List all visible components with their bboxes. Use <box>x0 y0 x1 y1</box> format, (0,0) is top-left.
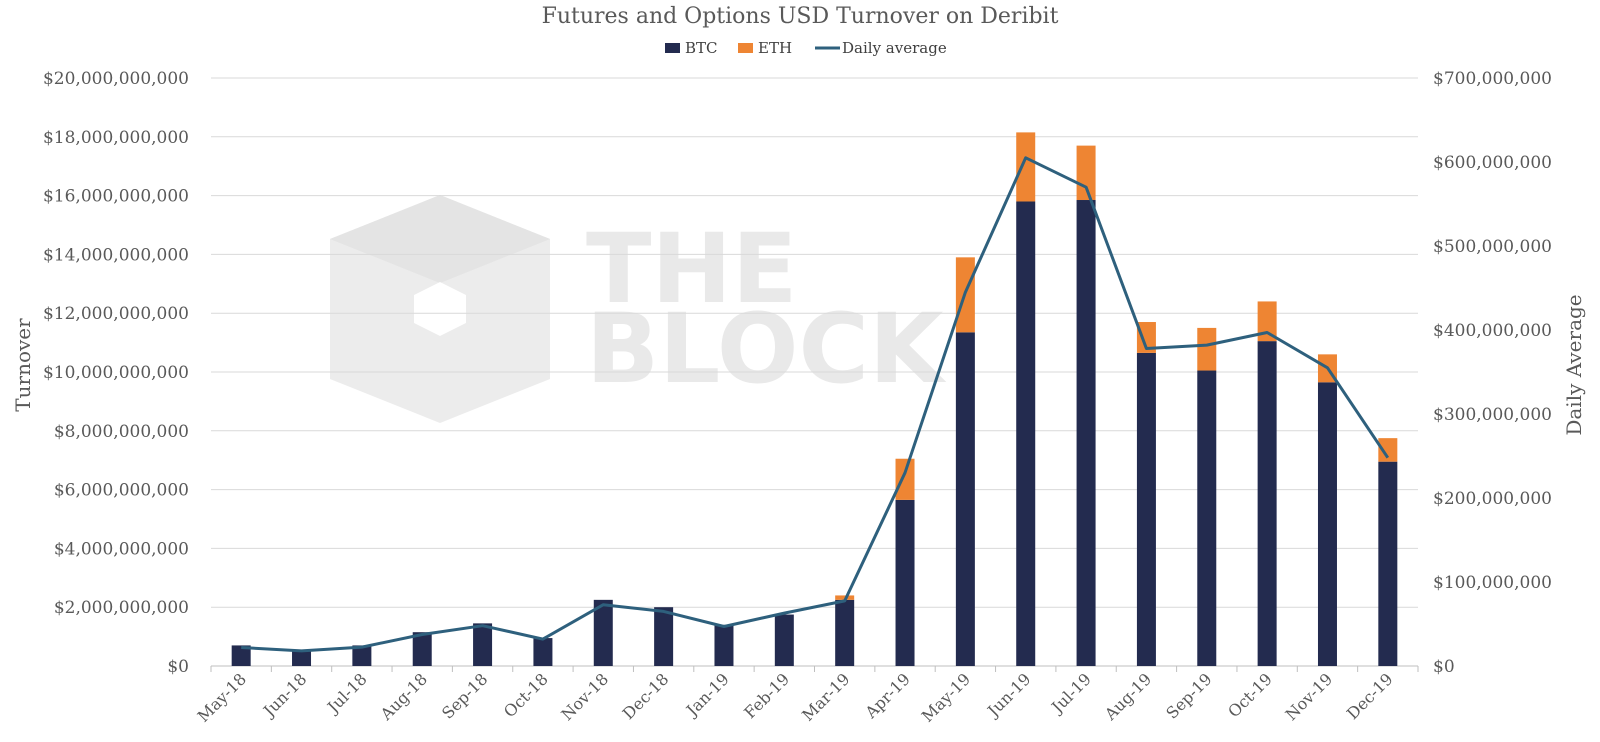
x-tick-label: Apr-19 <box>861 669 914 722</box>
bar-eth <box>1378 438 1398 462</box>
watermark: THE BLOCK <box>330 195 947 423</box>
y2-tick-label: $500,000,000 <box>1433 237 1552 257</box>
y-tick-label: $14,000,000,000 <box>43 245 189 265</box>
x-tick-label: Dec-18 <box>619 669 673 723</box>
x-axis-ticks: May-18 Jun-18 Jul-18 Aug-18 Sep-18 Oct-18 Nov-… <box>194 666 1419 726</box>
chart-title: Futures and Options USD Turnover on Deri… <box>542 4 1059 29</box>
y2-tick-label: $0 <box>1433 657 1455 677</box>
y-axis-left-title: Turnover <box>11 318 35 412</box>
bar-eth <box>1197 327 1217 371</box>
watermark-line1: THE <box>586 213 797 325</box>
gridlines <box>211 77 1418 667</box>
bar-btc <box>593 599 613 666</box>
y-tick-label: $0 <box>167 657 189 677</box>
bar-btc <box>654 607 674 666</box>
y2-tick-label: $400,000,000 <box>1433 321 1552 341</box>
x-tick-label: Sep-19 <box>1162 669 1215 722</box>
y-axis-left-ticks: $0 $2,000,000,000 $4,000,000,000 $6,000,000… <box>43 69 189 677</box>
bar-btc <box>412 632 432 666</box>
y-tick-label: $8,000,000,000 <box>54 422 189 442</box>
bar-btc <box>955 332 975 666</box>
x-tick-label: Aug-19 <box>1100 669 1155 724</box>
x-tick-label: Jun-18 <box>258 669 310 721</box>
bar-btc <box>473 623 493 666</box>
bar-btc <box>292 649 312 666</box>
bar-btc <box>1197 370 1217 666</box>
legend-daily-average-label: Daily average <box>842 39 947 57</box>
y-tick-label: $16,000,000,000 <box>43 187 189 207</box>
daily-average-series-line <box>241 156 1390 653</box>
y-tick-label: $20,000,000,000 <box>43 69 189 89</box>
x-tick-label: May-18 <box>194 669 250 725</box>
bar-btc <box>352 645 372 666</box>
bar-btc <box>1257 341 1277 666</box>
y2-tick-label: $200,000,000 <box>1433 489 1552 509</box>
legend: BTC ETH Daily average <box>665 39 947 57</box>
bar-btc <box>895 499 915 666</box>
bar-eth <box>1136 322 1156 353</box>
legend-eth-swatch <box>738 43 753 53</box>
bar-btc <box>1136 352 1156 666</box>
x-tick-label: Mar-19 <box>798 669 853 724</box>
bar-btc <box>1378 461 1398 666</box>
legend-eth-label: ETH <box>758 39 792 57</box>
x-tick-label: Feb-19 <box>740 669 793 722</box>
y2-tick-label: $700,000,000 <box>1433 69 1552 89</box>
watermark-line2: BLOCK <box>586 293 947 405</box>
y-tick-label: $10,000,000,000 <box>43 363 189 383</box>
x-tick-label: Nov-19 <box>1282 669 1337 724</box>
bar-btc <box>774 614 794 666</box>
legend-btc-label: BTC <box>685 39 718 57</box>
bar-eth <box>895 458 915 500</box>
bar-btc <box>1076 200 1096 666</box>
y-tick-label: $18,000,000,000 <box>43 128 189 148</box>
y-tick-label: $2,000,000,000 <box>54 598 189 618</box>
bar-btc <box>231 645 251 666</box>
legend-btc-swatch <box>665 43 680 53</box>
bar-btc <box>533 638 553 666</box>
y2-tick-label: $300,000,000 <box>1433 405 1552 425</box>
y-axis-right-ticks: $0 $100,000,000 $200,000,000 $300,000,000 $4… <box>1433 69 1552 677</box>
x-tick-label: Aug-18 <box>376 669 431 724</box>
bars <box>231 132 1398 667</box>
x-tick-label: Sep-18 <box>438 669 491 722</box>
bar-eth <box>1257 301 1277 342</box>
x-tick-label: May-19 <box>918 669 974 725</box>
x-tick-label: Jun-19 <box>982 669 1034 721</box>
x-tick-label: Oct-19 <box>1224 669 1276 721</box>
y-tick-label: $6,000,000,000 <box>54 481 189 501</box>
bar-btc <box>1317 382 1337 666</box>
x-tick-label: Oct-18 <box>500 669 552 721</box>
y-tick-label: $12,000,000,000 <box>43 304 189 324</box>
watermark-logo-core <box>414 282 466 336</box>
y-tick-label: $4,000,000,000 <box>54 539 189 559</box>
x-tick-label: Dec-19 <box>1343 669 1397 723</box>
bar-btc <box>714 624 734 666</box>
y-axis-right-title: Daily Average <box>1562 294 1586 435</box>
x-tick-label: Nov-18 <box>557 669 612 724</box>
x-tick-label: Jul-19 <box>1046 669 1095 718</box>
x-tick-label: Jul-18 <box>322 669 371 718</box>
bar-btc <box>835 599 855 666</box>
x-tick-label: Jan-19 <box>681 669 733 721</box>
watermark-logo-face <box>330 195 550 283</box>
y2-tick-label: $600,000,000 <box>1433 153 1552 173</box>
bar-eth <box>1016 132 1036 202</box>
y2-tick-label: $100,000,000 <box>1433 573 1552 593</box>
bar-btc <box>1016 201 1036 667</box>
daily-average-line <box>241 156 1390 653</box>
bar-eth <box>1076 145 1096 201</box>
